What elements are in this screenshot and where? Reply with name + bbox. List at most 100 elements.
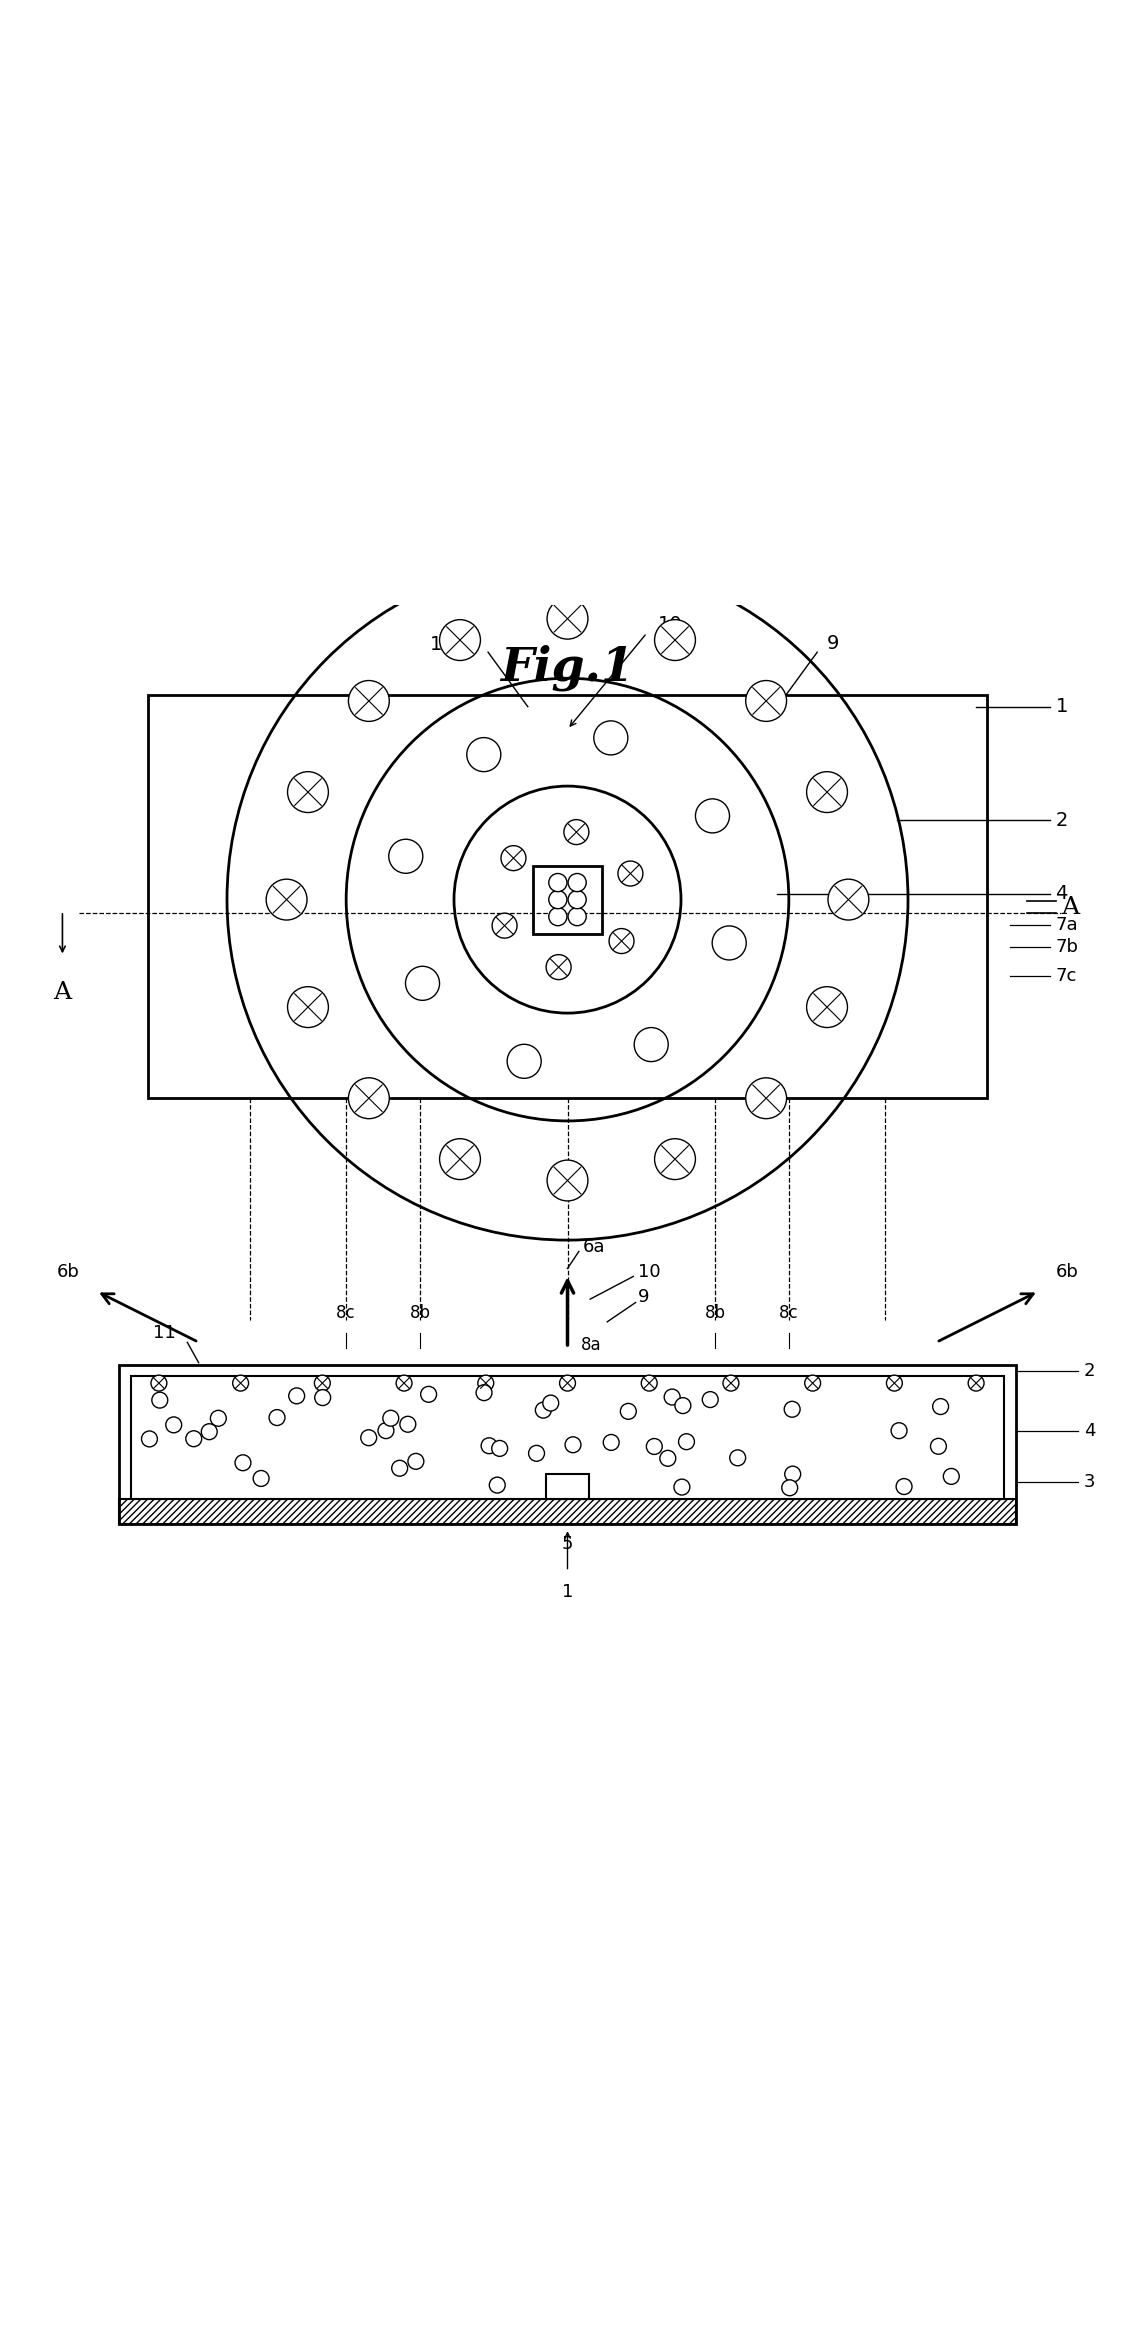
- Circle shape: [807, 771, 848, 813]
- Circle shape: [548, 874, 568, 891]
- Circle shape: [621, 1404, 637, 1420]
- Circle shape: [568, 907, 586, 926]
- Circle shape: [679, 1435, 695, 1449]
- Circle shape: [536, 1402, 552, 1418]
- Text: 6a: 6a: [582, 1238, 605, 1256]
- Circle shape: [712, 926, 746, 961]
- Circle shape: [784, 1465, 800, 1481]
- Circle shape: [568, 891, 586, 909]
- Bar: [131, 1376, 1004, 1498]
- Circle shape: [659, 1451, 675, 1467]
- Circle shape: [564, 820, 589, 844]
- Circle shape: [481, 1437, 497, 1453]
- Circle shape: [489, 1477, 505, 1493]
- Text: 7b: 7b: [1056, 938, 1078, 956]
- Text: Fig.1: Fig.1: [501, 645, 634, 691]
- Circle shape: [560, 1376, 575, 1390]
- Circle shape: [392, 1460, 407, 1477]
- Circle shape: [501, 846, 526, 870]
- Text: 1: 1: [1056, 696, 1068, 717]
- Circle shape: [235, 1456, 251, 1470]
- Circle shape: [389, 839, 423, 874]
- Circle shape: [696, 799, 730, 832]
- Circle shape: [746, 680, 787, 722]
- Circle shape: [493, 914, 518, 938]
- Circle shape: [253, 1470, 269, 1486]
- Circle shape: [641, 1376, 657, 1390]
- Bar: [119, 1364, 1016, 1524]
- Text: 10: 10: [638, 1263, 661, 1280]
- Circle shape: [269, 1409, 285, 1425]
- Circle shape: [782, 1479, 798, 1495]
- Circle shape: [348, 680, 389, 722]
- Text: A: A: [53, 982, 72, 1003]
- Circle shape: [491, 1442, 507, 1456]
- Circle shape: [664, 1390, 680, 1404]
- Text: 8c: 8c: [336, 1303, 356, 1322]
- Bar: [148, 696, 987, 1099]
- Circle shape: [210, 1411, 226, 1425]
- Text: 5: 5: [562, 1535, 573, 1554]
- Circle shape: [931, 1439, 947, 1453]
- Circle shape: [396, 1376, 412, 1390]
- Bar: [533, 865, 602, 933]
- Text: 1: 1: [562, 1582, 573, 1601]
- Circle shape: [201, 1423, 217, 1439]
- Circle shape: [886, 1376, 902, 1390]
- Circle shape: [655, 619, 696, 661]
- Circle shape: [439, 1139, 480, 1179]
- Text: 11: 11: [153, 1324, 176, 1343]
- Circle shape: [407, 1453, 423, 1470]
- Circle shape: [478, 1376, 494, 1390]
- Text: 4: 4: [1084, 1423, 1095, 1442]
- Circle shape: [897, 1479, 913, 1495]
- Circle shape: [548, 907, 568, 926]
- Text: 6b: 6b: [57, 1263, 79, 1280]
- Text: 7a: 7a: [1056, 917, 1078, 933]
- Circle shape: [421, 1385, 437, 1402]
- Circle shape: [400, 1416, 415, 1432]
- Text: 8b: 8b: [410, 1303, 430, 1322]
- Circle shape: [829, 879, 869, 921]
- Circle shape: [703, 1392, 718, 1406]
- Circle shape: [547, 1160, 588, 1200]
- Text: 9: 9: [826, 633, 839, 652]
- Text: 11: 11: [430, 635, 455, 654]
- Circle shape: [314, 1376, 330, 1390]
- Circle shape: [287, 987, 328, 1027]
- Circle shape: [594, 722, 628, 755]
- Circle shape: [604, 1435, 620, 1451]
- Circle shape: [266, 879, 306, 921]
- Bar: [546, 1474, 589, 1498]
- Circle shape: [746, 1078, 787, 1118]
- Circle shape: [186, 1430, 202, 1446]
- Circle shape: [675, 1397, 691, 1413]
- Circle shape: [142, 1430, 158, 1446]
- Text: A: A: [1061, 895, 1079, 919]
- Circle shape: [476, 1385, 491, 1402]
- Bar: [119, 1498, 1016, 1524]
- Text: 9: 9: [638, 1287, 649, 1306]
- Text: 3: 3: [1084, 1472, 1095, 1491]
- Circle shape: [943, 1467, 959, 1484]
- Text: 6b: 6b: [1056, 1263, 1078, 1280]
- Circle shape: [546, 954, 571, 980]
- Text: 10: 10: [658, 616, 683, 635]
- Circle shape: [723, 1376, 739, 1390]
- Text: 8a: 8a: [581, 1336, 602, 1352]
- Circle shape: [382, 1411, 398, 1425]
- Circle shape: [807, 987, 848, 1027]
- Circle shape: [548, 891, 568, 909]
- Circle shape: [314, 1390, 330, 1406]
- Circle shape: [891, 1423, 907, 1439]
- Circle shape: [646, 1439, 662, 1453]
- Circle shape: [543, 1395, 558, 1411]
- Text: 2: 2: [1084, 1362, 1095, 1381]
- Circle shape: [152, 1392, 168, 1409]
- Text: 7c: 7c: [1056, 966, 1077, 984]
- Circle shape: [634, 1027, 669, 1062]
- Circle shape: [674, 1479, 690, 1495]
- Circle shape: [287, 771, 328, 813]
- Circle shape: [439, 619, 480, 661]
- Circle shape: [968, 1376, 984, 1390]
